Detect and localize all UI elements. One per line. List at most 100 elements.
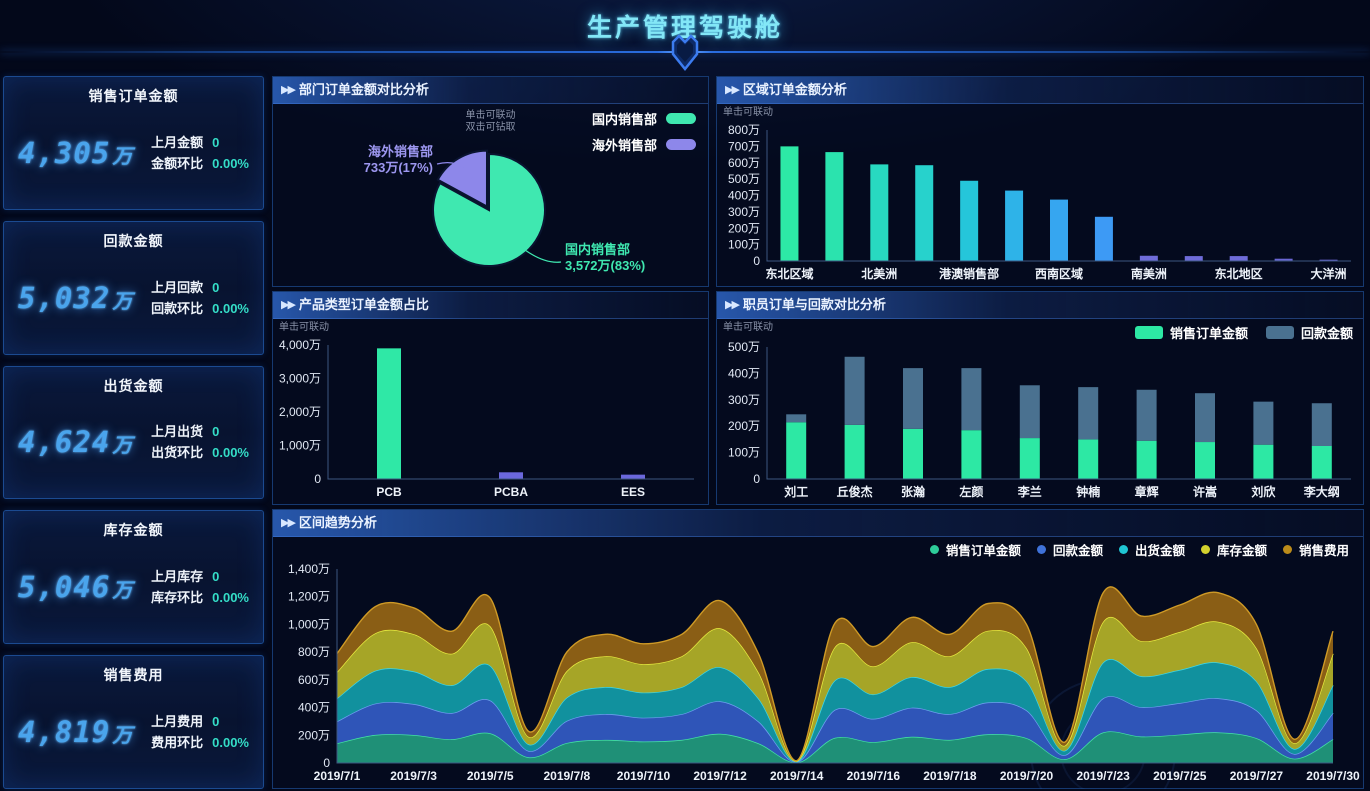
bar-item-3[interactable] [915,165,934,261]
bar-segment-销售订单金额[interactable] [961,430,982,479]
chart-text: 300万 [728,393,760,407]
legend-label: 销售订单金额 [1169,326,1248,341]
area-line-销售费用 [336,586,1334,762]
panel-arrows-icon: ▶▶ [725,84,740,96]
bar-西南区域[interactable] [1050,199,1068,261]
bar-segment-回款金额[interactable] [1078,387,1099,440]
legend-item-sales-order[interactable]: 销售订单金额 [1134,323,1248,342]
bar-segment-销售订单金额[interactable] [1078,439,1099,479]
chart-text: 1,000万 [279,439,321,453]
kpi-sub-value: 0 [212,714,220,730]
chart-text: 1,000万 [288,617,330,631]
bar-东北区域[interactable] [780,146,799,261]
panel-header: ▶▶ 职员订单与回款对比分析 [717,292,1363,319]
area-出货金额[interactable] [337,659,1333,763]
bar-segment-销售订单金额[interactable] [1136,440,1157,479]
legend-marker [666,139,696,150]
bar-item-1[interactable] [825,152,844,261]
kpi-card-sales-expense: 销售费用 4,819 万 上月费用 0 费用环比 0.00% [3,655,264,789]
chart-text: 2019/7/18 [923,769,977,783]
chart-text: 0 [323,756,330,770]
area-销售费用[interactable] [337,586,1333,762]
kpi-card-payment: 回款金额 5,032 万 上月回款 0 回款环比 0.00% [3,220,264,355]
bar-item-9[interactable] [1184,256,1203,261]
legend-item-expense[interactable]: 销售费用 [1282,540,1349,559]
kpi-sub-label: 上月库存 [151,569,204,585]
legend-label: 回款金额 [1052,544,1103,558]
bar-item-7[interactable] [1094,216,1113,261]
chart-text: 4,000万 [279,338,321,352]
product-bar-chart[interactable]: 0 1,000万 2,000万 3,000万 4,000万 PCB PCBA EES [273,319,708,505]
bar-segment-销售订单金额[interactable] [786,422,807,479]
chart-text: 章辉 [1135,484,1159,499]
bar-segment-销售订单金额[interactable] [1253,444,1274,479]
pie-slice-国内销售部[interactable] [432,152,547,267]
kpi-card-sales-order: 销售订单金额 4,305 万 上月金额 0 金额环比 0.00% [3,76,264,210]
pie-slice-海外销售部[interactable] [436,149,489,209]
kpi-title: 销售费用 [103,667,164,684]
bar-EES[interactable] [621,474,645,479]
legend-item-payment[interactable]: 回款金额 [1036,540,1103,559]
chart-text: 0 [314,472,321,486]
bar-segment-回款金额[interactable] [1019,385,1040,439]
chart-text: 400万 [298,701,330,715]
kpi-unit: 万 [112,288,134,313]
bar-segment-销售订单金额[interactable] [1019,438,1040,479]
bar-segment-销售订单金额[interactable] [844,424,865,479]
legend-item-shipment[interactable]: 出货金额 [1118,540,1185,559]
chart-text: PCBA [494,485,528,499]
legend-item-overseas-sales[interactable]: 海外销售部 [592,135,696,154]
axis-line [766,347,1351,480]
chart-text: 0 [753,472,760,486]
area-回款金额[interactable] [337,696,1333,763]
kpi-sub-value: 0.00% [212,590,249,606]
panel-region-order-analysis: ▶▶ 区域订单金额分析 单击可联动 0 100万 200万 300万 400万 500万 6… [716,76,1364,287]
chart-text: 国内销售部 [565,242,630,257]
chart-text: 2019/7/23 [1076,769,1130,783]
bar-东北地区[interactable] [1229,256,1248,261]
bar-segment-回款金额[interactable] [961,368,982,431]
bar-港澳销售部[interactable] [960,180,979,261]
legend-item-domestic-sales[interactable]: 国内销售部 [592,109,696,128]
bar-segment-销售订单金额[interactable] [1195,442,1215,479]
chart-text: 北美洲 [861,266,897,281]
legend-item-payment[interactable]: 回款金额 [1265,323,1353,342]
chart-hint: 单击可联动 [723,322,773,333]
chart-text: 700万 [728,139,760,153]
bar-大洋洲[interactable] [1319,259,1338,261]
legend-item-sales-order[interactable]: 销售订单金额 [929,540,1021,559]
legend-label: 销售费用 [1298,544,1349,558]
kpi-sub-label: 回款环比 [151,300,204,316]
bar-item-5[interactable] [1005,190,1024,261]
chart-text: 2019/7/10 [617,769,671,783]
trend-area-chart[interactable]: 0 200万 400万 600万 800万 1,000万 1,200万 1,400万 2019/… [273,537,1363,789]
bar-segment-销售订单金额[interactable] [903,428,923,479]
bar-segment-回款金额[interactable] [786,414,807,423]
bar-segment-回款金额[interactable] [844,356,865,425]
axis-line [336,569,1333,764]
bar-PCBA[interactable] [499,472,523,479]
bar-segment-回款金额[interactable] [1253,401,1274,445]
bar-南美洲[interactable] [1139,255,1158,261]
legend-dot [1200,545,1210,554]
kpi-sidebar: 销售订单金额 4,305 万 上月金额 0 金额环比 0.00% 回款金额 5,032… [3,76,264,789]
chart-text: 0 [753,254,760,268]
area-库存金额[interactable] [337,616,1333,762]
legend-dot [929,545,939,554]
shield-inner [677,41,693,62]
bar-item-11[interactable] [1274,258,1293,261]
bar-segment-回款金额[interactable] [1195,393,1215,443]
bar-segment-销售订单金额[interactable] [1311,446,1332,479]
chart-text: 2019/7/5 [467,769,514,783]
bar-PCB[interactable] [377,348,401,479]
legend-item-inventory[interactable]: 库存金额 [1200,540,1267,559]
area-销售订单金额[interactable] [337,731,1333,763]
chart-text: PCB [376,485,402,499]
bar-segment-回款金额[interactable] [903,368,923,429]
bar-北美洲[interactable] [870,164,889,261]
bar-segment-回款金额[interactable] [1136,389,1157,441]
bar-segment-回款金额[interactable] [1311,403,1332,446]
